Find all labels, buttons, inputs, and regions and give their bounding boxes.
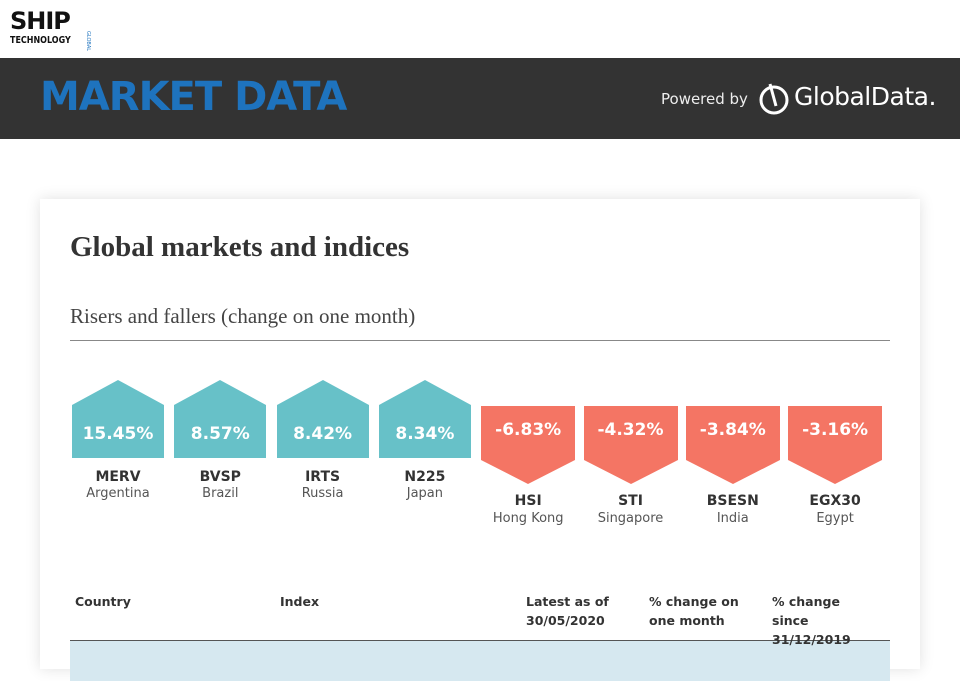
card: Global markets and indices Risers and fa… xyxy=(40,199,920,681)
column-header: % change on one month xyxy=(649,594,739,628)
page-title: MARKET DATA xyxy=(40,74,347,120)
change: 8.34% xyxy=(395,424,455,444)
change: -3.16% xyxy=(802,420,869,440)
brand[interactable]: GlobalData. xyxy=(794,82,936,111)
change: 15.45% xyxy=(82,424,154,444)
tile-shape xyxy=(378,380,471,458)
country: Argentina xyxy=(86,486,150,501)
tile xyxy=(72,380,164,458)
top-bar: SHIP TECHNOLOGY GLOBAL xyxy=(0,0,960,58)
change: -6.83% xyxy=(495,420,562,440)
country: India xyxy=(716,511,749,526)
change: 8.57% xyxy=(190,424,250,444)
tile xyxy=(481,406,576,484)
index-code: STI xyxy=(618,493,643,509)
tile-shape xyxy=(685,406,780,484)
country: Singapore xyxy=(597,511,664,526)
country: Hong Kong xyxy=(492,511,564,526)
index-code: HSI xyxy=(514,493,542,509)
country: Brazil xyxy=(202,486,239,501)
tile xyxy=(685,406,780,484)
index-code: N225 xyxy=(404,469,446,485)
logo-tag: GLOBAL xyxy=(85,30,92,52)
logo[interactable]: SHIP xyxy=(10,7,71,35)
index-code: IRTS xyxy=(305,469,341,485)
logo-sub: TECHNOLOGY xyxy=(10,35,71,46)
tile-shape xyxy=(72,380,164,458)
table-rule xyxy=(70,640,890,641)
tile xyxy=(276,380,369,458)
country: Egypt xyxy=(816,511,854,526)
country: Russia xyxy=(301,486,344,501)
tile-shape xyxy=(583,406,678,484)
card-subtitle: Risers and fallers (change on one month) xyxy=(70,304,416,328)
country: Japan xyxy=(406,486,444,501)
tile xyxy=(583,406,678,484)
tile-shape xyxy=(174,380,267,458)
column-header: % change since 31/12/2019 xyxy=(772,594,851,647)
brand-icon xyxy=(759,83,789,115)
tile-shape xyxy=(788,406,883,484)
index-code: BVSP xyxy=(199,469,241,485)
change: -4.32% xyxy=(597,420,664,440)
column-header: Country xyxy=(75,594,131,609)
table-row xyxy=(70,641,890,681)
tile xyxy=(174,380,267,458)
index-code: MERV xyxy=(95,469,141,485)
column-header: Latest as of 30/05/2020 xyxy=(526,594,609,628)
banner: MARKET DATA Powered by GlobalData. xyxy=(0,58,960,139)
change: -3.84% xyxy=(699,420,766,440)
card-title: Global markets and indices xyxy=(70,231,410,263)
index-code: EGX30 xyxy=(809,493,861,509)
tile xyxy=(378,380,471,458)
divider xyxy=(70,340,890,341)
tile-shape xyxy=(481,406,576,484)
tile-shape xyxy=(276,380,369,458)
tile xyxy=(788,406,883,484)
powered-by: Powered by xyxy=(661,90,748,108)
index-code: BSESN xyxy=(706,493,759,509)
change: 8.42% xyxy=(293,424,353,444)
column-header: Index xyxy=(280,594,320,609)
